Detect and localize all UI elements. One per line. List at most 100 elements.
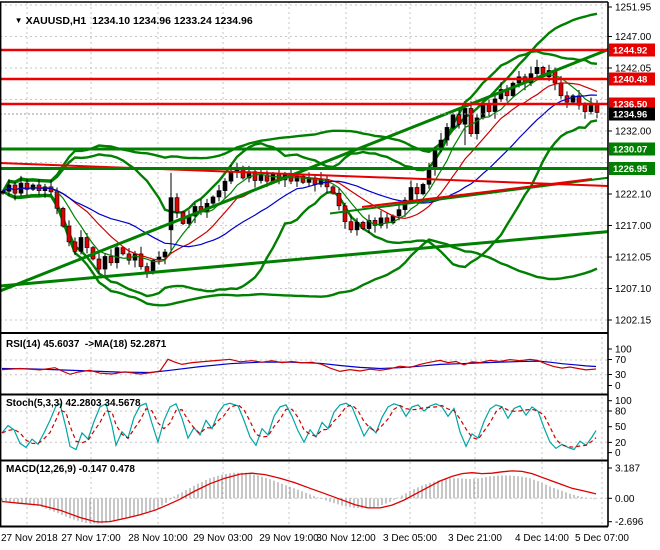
price-badge-label: 1226.95 (613, 164, 648, 175)
rsi-axis-label: 100 (615, 345, 632, 356)
time-tick-label: 4 Dec 14:00 (515, 533, 569, 544)
price-badge-label: 1234.96 (613, 110, 647, 121)
candle-body (60, 208, 66, 227)
time-tick-label: 29 Nov 03:00 (193, 533, 253, 544)
macd-panel[interactable] (1, 470, 597, 524)
moving-average-line (2, 74, 598, 263)
bollinger-upper-band (1, 12, 598, 192)
panel-frame (0, 1, 609, 528)
price-tick-label: 1242.05 (615, 64, 652, 75)
candle-body (558, 82, 564, 97)
candle-body (486, 104, 492, 112)
candle-body (258, 174, 264, 181)
time-tick-label: 28 Nov 10:00 (128, 533, 188, 544)
macd-axis-label: -2.696 (615, 517, 644, 528)
trendline-uptrend-major[interactable] (0, 48, 609, 293)
bollinger-lower-band (2, 190, 598, 307)
macd-axis-label: 0.00 (615, 494, 635, 505)
level-lines[interactable] (0, 48, 608, 170)
candle-body (432, 149, 438, 169)
candle-body (348, 221, 354, 231)
candle-body (138, 253, 144, 267)
price-badge-bg (609, 142, 655, 156)
time-tick-label: 27 Nov 2018 (1, 533, 58, 544)
chart-title-bar[interactable]: ▼ XAUUSD,H1 1234.10 1234.96 1233.24 1234.… (3, 3, 253, 39)
price-badge: 1226.95 (609, 162, 655, 175)
candle-body (420, 184, 426, 195)
price-tick-label: 1222.10 (615, 190, 652, 201)
candle-body (114, 247, 120, 264)
candle-body (78, 237, 84, 252)
stoch-axis-label: 0 (615, 448, 621, 459)
candle-body (336, 192, 342, 207)
time-tick-label: 3 Dec 21:00 (448, 533, 502, 544)
rsi-panel[interactable] (1, 358, 597, 375)
candle-body (450, 114, 456, 128)
time-tick-label: 3 Dec 05:00 (383, 533, 437, 544)
trendline-uptrend-minor[interactable] (0, 230, 609, 288)
price-tick-label: 1217.00 (615, 221, 652, 232)
macd-signal-line (1, 470, 597, 523)
time-tick-label: 29 Nov 19:00 (259, 533, 319, 544)
candle-body (126, 253, 132, 261)
stoch-panel[interactable] (1, 402, 597, 451)
price-axis[interactable]: 1251.95 1247.00 1242.05 1232.00 1222.10 1217.… (608, 3, 655, 529)
candle-body (366, 220, 372, 229)
candle-body (582, 104, 588, 112)
price-badge: 1234.96 (609, 107, 655, 121)
price-tick-label: 1207.10 (615, 284, 652, 295)
price-badge: 1244.92 (609, 43, 655, 57)
time-tick-label: 5 Dec 07:00 (575, 533, 629, 544)
candle-body (426, 168, 432, 185)
candle-body (372, 220, 378, 226)
candle-body (378, 217, 384, 226)
candle-body (162, 251, 168, 258)
trendline-uptrend-red-short[interactable] (361, 178, 593, 208)
candle-body (132, 253, 138, 261)
candle-body (480, 104, 486, 119)
candle-body (174, 197, 180, 213)
candle-body (300, 175, 306, 183)
candle-body (354, 221, 360, 231)
candle-body (456, 114, 462, 125)
stoch-d-line (1, 404, 597, 448)
stoch-axis-label: 80 (615, 407, 627, 418)
candle-body (108, 256, 114, 264)
symbol-dropdown-icon[interactable]: ▼ (14, 16, 23, 25)
candle-body (474, 117, 480, 135)
price-tick-label: 1247.00 (615, 32, 652, 43)
trendlines[interactable] (0, 48, 609, 293)
candle-body (30, 184, 36, 190)
candle-body (228, 172, 234, 182)
stoch-axis-label: 100 (615, 396, 632, 407)
candle-body (0, 190, 6, 194)
trendline-downtrend-red[interactable] (0, 162, 609, 187)
stoch-k-line (1, 402, 597, 451)
candle-body (96, 258, 102, 270)
candle-body (264, 174, 270, 182)
price-badge: 1240.48 (609, 72, 655, 86)
moving-average-line (2, 82, 598, 261)
candle-body (102, 256, 108, 270)
macd-indicator-label: MACD(12,26,9) -0.147 0.478 (6, 464, 135, 475)
time-axis[interactable]: 27 Nov 2018 27 Nov 17:00 28 Nov 10:00 29 No… (1, 533, 629, 544)
candle-body (168, 197, 174, 231)
price-badge-label: 1240.48 (613, 75, 647, 86)
price-badge-bg (609, 43, 655, 57)
rsi-indicator-label: RSI(14) 45.6037 ->MA(18) 52.2871 (6, 339, 167, 350)
price-badge-label: 1236.50 (613, 100, 647, 111)
price-tick-label: 1202.15 (615, 316, 652, 327)
price-tick-label: 1212.05 (615, 253, 652, 264)
price-badge-bg (609, 97, 655, 111)
candle-body (594, 104, 600, 113)
candle-body (462, 108, 468, 125)
candle-body (342, 205, 348, 222)
candle-body (216, 190, 222, 198)
candle-body (210, 196, 216, 204)
price-badge-bg (609, 162, 655, 175)
candle-body (330, 186, 336, 194)
moving-average-line (2, 94, 598, 248)
candle-body (120, 247, 126, 255)
